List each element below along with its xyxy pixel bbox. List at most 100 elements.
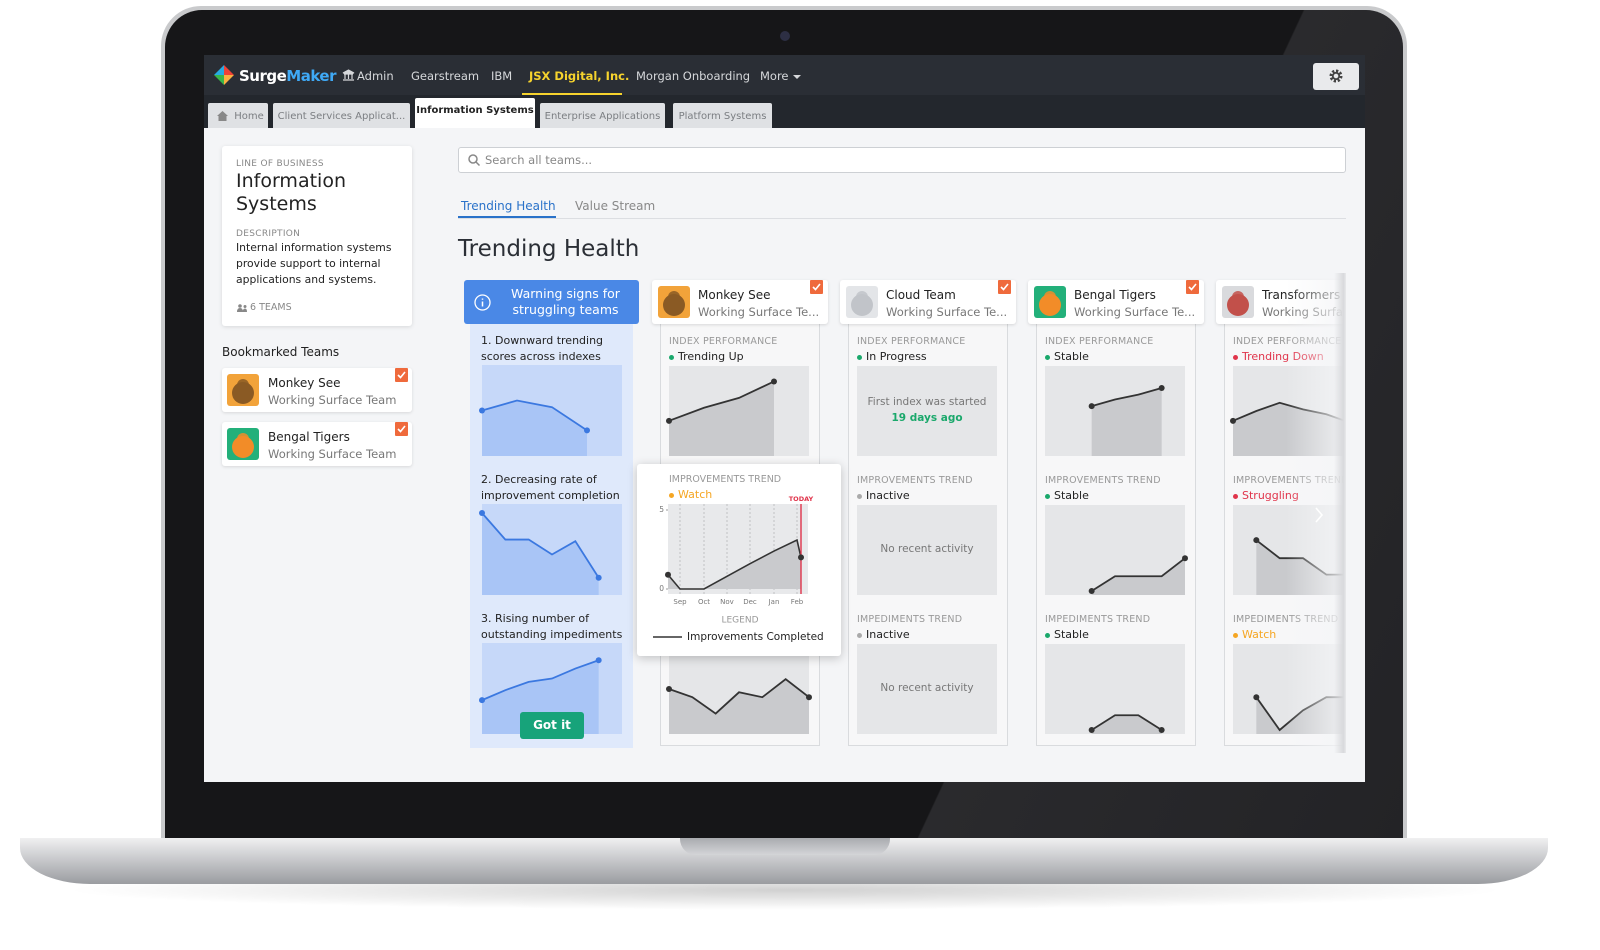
teams-count: 6 TEAMS — [250, 302, 292, 313]
sparkline-line — [1091, 557, 1186, 592]
trend-area — [668, 540, 801, 589]
bookmark-card[interactable]: Bengal Tigers Working Surface Team — [222, 422, 412, 466]
bookmark-flag — [810, 280, 823, 294]
icon — [342, 69, 355, 81]
section-label: IMPROVEMENTS TREND — [1045, 475, 1161, 486]
section-label: INDEX PERFORMANCE — [669, 336, 778, 347]
tab[interactable]: Enterprise Applications — [540, 103, 665, 128]
gear-outer — [1329, 69, 1343, 83]
logo-blue — [214, 65, 224, 75]
sparkline — [479, 504, 622, 595]
nav-item[interactable]: Morgan Onboarding — [636, 69, 751, 83]
bookmark-name: Monkey See — [268, 376, 341, 390]
icon — [475, 161, 481, 167]
trend-dot — [665, 571, 671, 578]
view-tabs-divider — [458, 218, 1346, 219]
avatar-head — [1044, 291, 1056, 303]
tab[interactable]: Platform Systems — [673, 103, 772, 128]
flag-body — [395, 368, 408, 382]
tab[interactable]: Client Services Applicat... — [273, 103, 410, 128]
sparkline-line — [668, 678, 810, 715]
x-tick-label: Nov — [720, 598, 734, 606]
avatar-figure — [232, 382, 254, 404]
trend-popup: IMPROVEMENTS TREND Watch Sep Oct Nov Dec Jan Fe… — [637, 464, 841, 656]
team-avatar — [658, 286, 690, 318]
status-dot — [857, 633, 862, 638]
description: Internal information systems provide sup… — [236, 241, 392, 286]
status: Stable — [1054, 489, 1089, 502]
icon — [474, 294, 491, 311]
sparkline-dot — [479, 509, 485, 516]
more-caret — [793, 75, 801, 79]
description-label: DESCRIPTION — [236, 229, 301, 239]
settings-button[interactable] — [1313, 63, 1359, 90]
sparkline — [1045, 366, 1185, 456]
trend-dot — [798, 554, 804, 561]
search-box[interactable]: Search all teams... — [458, 147, 1346, 173]
bookmark-card[interactable]: Monkey See Working Surface Team — [222, 368, 412, 412]
view-tab[interactable]: Value Stream — [575, 199, 656, 213]
nav-bar — [204, 55, 1365, 95]
screen: SurgeMaker Admin Gearstream IBM JSX Digital,… — [204, 55, 1365, 782]
sparkline — [1045, 505, 1188, 595]
got-it-button[interactable]: Got it — [520, 712, 584, 739]
logo-green — [214, 75, 224, 85]
sparkline-dot — [1088, 727, 1095, 733]
avatar-head — [1232, 291, 1244, 303]
search-placeholder: Search all teams... — [485, 153, 593, 167]
status-dot — [669, 493, 674, 498]
nav-item[interactable]: JSX Digital, Inc. — [529, 69, 630, 83]
status: Watch — [1242, 628, 1277, 641]
tab[interactable]: Information Systems — [415, 98, 535, 128]
warning-header: Warning signs for struggling teams — [464, 280, 639, 324]
tab-label: Information Systems — [416, 105, 534, 116]
sparkline-area — [482, 512, 599, 595]
flag-body — [998, 280, 1011, 294]
nav-item[interactable]: IBM — [491, 69, 513, 83]
sparkline-dot — [595, 574, 602, 581]
icon — [1315, 507, 1324, 523]
status-dot — [1045, 355, 1050, 360]
warning-title: Warning signs for struggling teams — [511, 286, 620, 317]
icon — [237, 308, 247, 312]
icon — [793, 75, 801, 79]
status: Inactive — [866, 628, 910, 641]
status-dot — [857, 355, 862, 360]
team-avatar — [1222, 286, 1254, 318]
next-arrow[interactable] — [1314, 507, 1324, 523]
empty-highlight: 19 days ago — [891, 412, 963, 424]
nav-item[interactable]: Gearstream — [411, 69, 480, 83]
lob-label: LINE OF BUSINESS — [236, 159, 324, 169]
sparkline-dot — [595, 657, 602, 664]
view-tab[interactable]: Trending Health — [461, 199, 556, 213]
team-name: Bengal Tigers — [1074, 288, 1156, 302]
avatar-figure — [1227, 294, 1249, 316]
team-header[interactable]: Bengal Tigers Working Surface Te... — [1028, 280, 1204, 324]
team-header[interactable]: Monkey See Working Surface Te... — [652, 280, 828, 324]
sparkline-area — [669, 679, 809, 734]
empty-message: First index was started — [867, 396, 987, 408]
bookmark-name: Bengal Tigers — [268, 430, 350, 444]
sparkline-dot — [666, 417, 672, 424]
avatar-head — [668, 291, 680, 303]
tab-label: Client Services Applicat... — [277, 111, 406, 122]
section-label: INDEX PERFORMANCE — [857, 336, 966, 347]
tab[interactable]: Home — [208, 103, 268, 128]
empty-message: No recent activity — [880, 543, 974, 555]
sparkline-dot — [1230, 417, 1236, 424]
nav-item[interactable]: More — [760, 69, 789, 83]
empty-message: No recent activity — [880, 682, 974, 694]
heading: Trending Health — [458, 236, 640, 262]
flag-body — [395, 422, 408, 436]
team-subtitle: Working Surface Te... — [698, 305, 820, 319]
team-header[interactable]: Cloud Team Working Surface Te... — [840, 280, 1016, 324]
lob-card: LINE OF BUSINESS Information Systems DESCR… — [222, 146, 412, 326]
empty-chart: First index was started 19 days ago — [857, 366, 997, 456]
bookmark-flag — [395, 422, 408, 436]
scroll-fade — [1286, 273, 1346, 753]
x-tick-label: Jan — [768, 598, 780, 606]
warning-item-text: 2. Decreasing rate of improvement comple… — [481, 473, 620, 502]
nav-item[interactable]: Admin — [357, 69, 394, 83]
sparkline — [479, 643, 622, 734]
base-notch — [680, 838, 890, 855]
